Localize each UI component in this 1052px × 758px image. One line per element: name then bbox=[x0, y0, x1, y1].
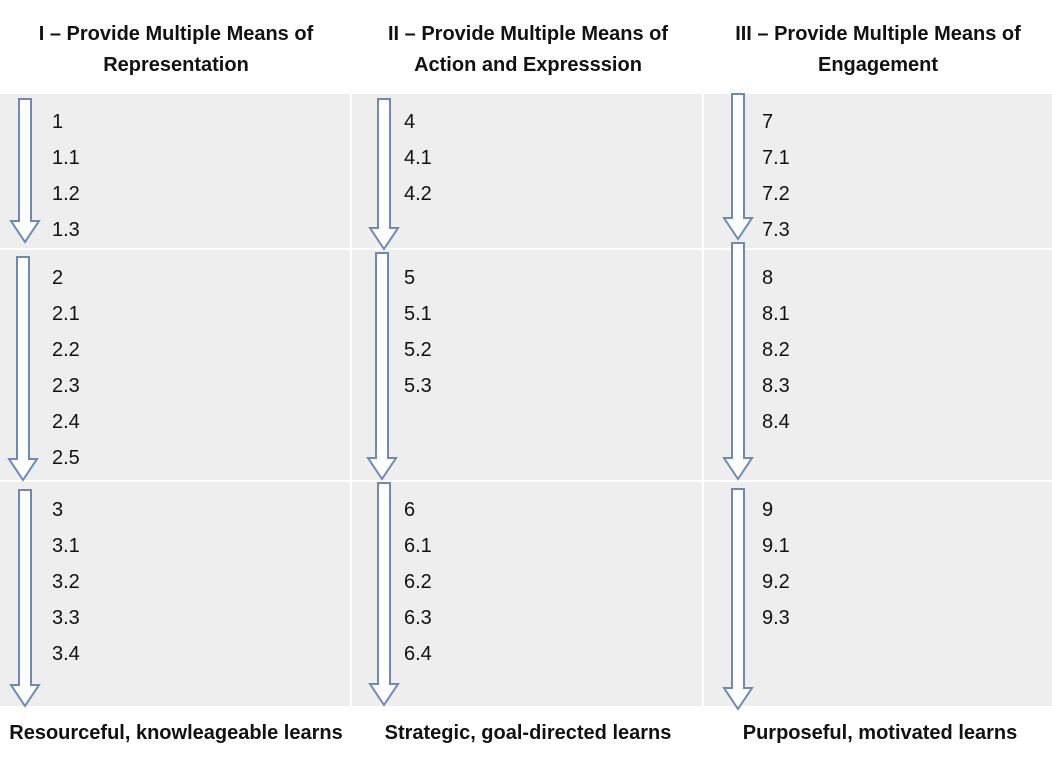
column-header-text: III – Provide Multiple Means of Engageme… bbox=[735, 23, 1021, 76]
guideline-item: 8 bbox=[762, 267, 774, 289]
guideline-item: 1.1 bbox=[52, 147, 80, 169]
guideline-list: 5 5.1 5.2 5.3 bbox=[404, 260, 432, 404]
guideline-item: 2.1 bbox=[52, 303, 80, 325]
guideline-item: 3 bbox=[52, 499, 64, 521]
column-outcome-representation: Resourceful, knowleageable learns bbox=[9, 721, 343, 744]
guideline-item: 3.3 bbox=[52, 607, 80, 629]
guideline-item: 5.2 bbox=[404, 339, 432, 361]
guideline-item: 7.1 bbox=[762, 147, 790, 169]
principle-group-action-expression-3: 6 6.1 6.2 6.3 6.4 bbox=[352, 482, 702, 706]
guideline-item: 5.1 bbox=[404, 303, 432, 325]
guideline-item: 7.3 bbox=[762, 219, 790, 241]
guideline-item: 3.4 bbox=[52, 643, 80, 665]
column-outcome-action-expression: Strategic, goal-directed learns bbox=[384, 721, 672, 744]
guideline-item: 8.1 bbox=[762, 303, 790, 325]
guideline-item: 3.2 bbox=[52, 571, 80, 593]
principle-group-action-expression-1: 4 4.1 4.2 bbox=[352, 94, 702, 248]
guideline-item: 6 bbox=[404, 499, 416, 521]
principle-group-representation-1: 1 1.1 1.2 1.3 bbox=[0, 94, 350, 248]
principle-group-action-expression-2: 5 5.1 5.2 5.3 bbox=[352, 250, 702, 480]
guideline-item: 2 bbox=[52, 267, 64, 289]
column-header-text: II – Provide Multiple Means of Action an… bbox=[387, 23, 669, 76]
guideline-list: 8 8.1 8.2 8.3 8.4 bbox=[762, 260, 790, 440]
principle-group-engagement-2: 8 8.1 8.2 8.3 8.4 bbox=[704, 250, 1052, 480]
guideline-item: 7 bbox=[762, 111, 774, 133]
guideline-item: 8.2 bbox=[762, 339, 790, 361]
guideline-list: 7 7.1 7.2 7.3 bbox=[762, 104, 790, 248]
guideline-item: 5 bbox=[404, 267, 416, 289]
column-header-representation: I – Provide Multiple Means of Representa… bbox=[0, 8, 352, 92]
guideline-list: 3 3.1 3.2 3.3 3.4 bbox=[52, 492, 80, 672]
down-arrow-icon bbox=[722, 242, 754, 481]
guideline-item: 2.5 bbox=[52, 447, 80, 469]
principle-group-engagement-3: 9 9.1 9.2 9.3 bbox=[704, 482, 1052, 706]
guideline-item: 9.3 bbox=[762, 607, 790, 629]
guideline-item: 6.1 bbox=[404, 535, 432, 557]
guideline-item: 9.1 bbox=[762, 535, 790, 557]
guideline-item: 9.2 bbox=[762, 571, 790, 593]
principle-group-representation-3: 3 3.1 3.2 3.3 3.4 bbox=[0, 482, 350, 706]
guideline-item: 4.2 bbox=[404, 183, 432, 205]
column-header-action-expression: II – Provide Multiple Means of Action an… bbox=[352, 8, 704, 92]
down-arrow-icon bbox=[368, 482, 400, 707]
guideline-item: 8.4 bbox=[762, 411, 790, 433]
guideline-item: 7.2 bbox=[762, 183, 790, 205]
down-arrow-icon bbox=[366, 252, 398, 481]
column-outcome-engagement: Purposeful, motivated learns bbox=[742, 721, 1018, 744]
guideline-item: 6.2 bbox=[404, 571, 432, 593]
down-arrow-icon bbox=[7, 256, 39, 482]
guideline-list: 2 2.1 2.2 2.3 2.4 2.5 bbox=[52, 260, 80, 476]
guideline-item: 4.1 bbox=[404, 147, 432, 169]
guideline-item: 1.2 bbox=[52, 183, 80, 205]
guideline-item: 2.4 bbox=[52, 411, 80, 433]
guideline-list: 9 9.1 9.2 9.3 bbox=[762, 492, 790, 636]
guideline-item: 8.3 bbox=[762, 375, 790, 397]
guideline-item: 2.3 bbox=[52, 375, 80, 397]
column-header-engagement: III – Provide Multiple Means of Engageme… bbox=[704, 8, 1052, 92]
guideline-item: 4 bbox=[404, 111, 416, 133]
down-arrow-icon bbox=[722, 93, 754, 241]
down-arrow-icon bbox=[368, 98, 400, 251]
down-arrow-icon bbox=[9, 489, 41, 708]
guideline-item: 5.3 bbox=[404, 375, 432, 397]
principle-group-representation-2: 2 2.1 2.2 2.3 2.4 2.5 bbox=[0, 250, 350, 480]
guideline-item: 9 bbox=[762, 499, 774, 521]
guideline-item: 6.4 bbox=[404, 643, 432, 665]
guideline-list: 6 6.1 6.2 6.3 6.4 bbox=[404, 492, 432, 672]
column-header-text: I – Provide Multiple Means of Representa… bbox=[38, 23, 314, 76]
guideline-item: 6.3 bbox=[404, 607, 432, 629]
guideline-item: 2.2 bbox=[52, 339, 80, 361]
guideline-item: 1.3 bbox=[52, 219, 80, 241]
guideline-list: 4 4.1 4.2 bbox=[404, 104, 432, 212]
down-arrow-icon bbox=[9, 98, 41, 244]
guideline-item: 3.1 bbox=[52, 535, 80, 557]
guideline-item: 1 bbox=[52, 111, 64, 133]
principle-group-engagement-1: 7 7.1 7.2 7.3 bbox=[704, 94, 1052, 248]
down-arrow-icon bbox=[722, 488, 754, 711]
guideline-list: 1 1.1 1.2 1.3 bbox=[52, 104, 80, 248]
